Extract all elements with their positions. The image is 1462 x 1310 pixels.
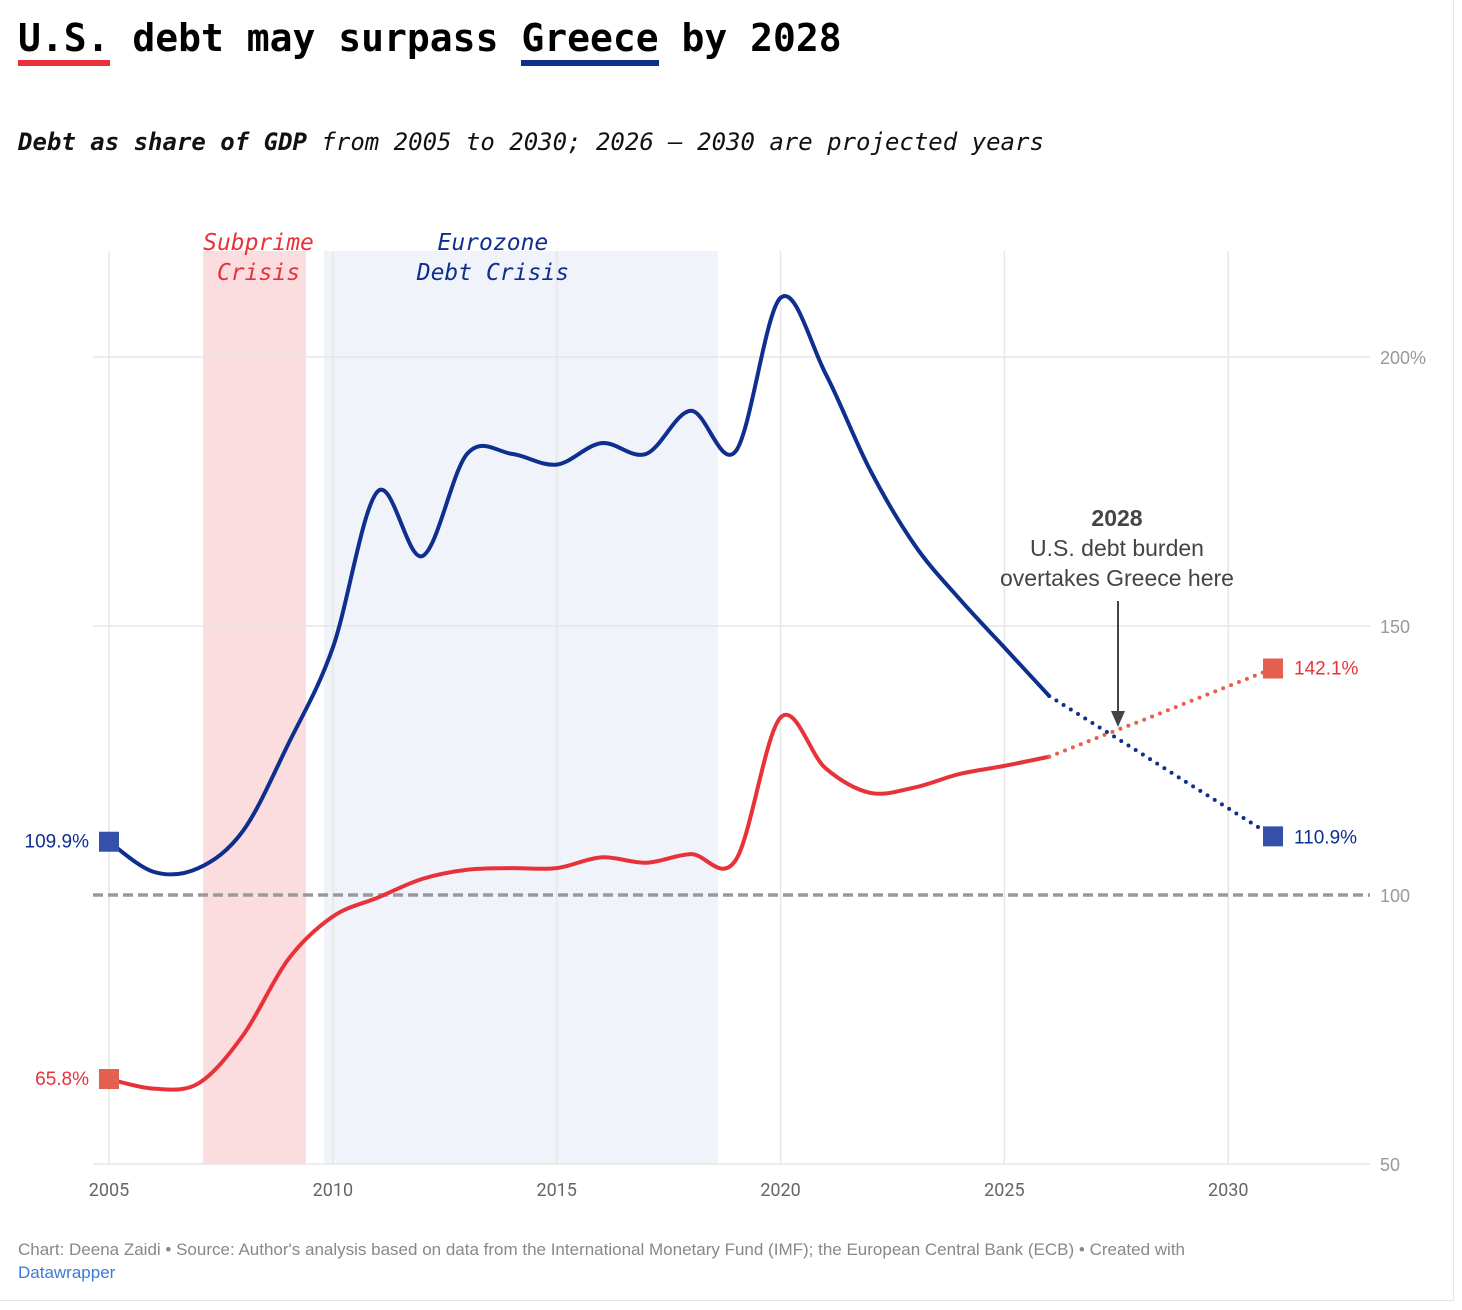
x-tick-label: 2030 <box>1208 1180 1248 1201</box>
title-post: by 2028 <box>658 16 842 60</box>
greece-end-marker <box>1263 826 1284 847</box>
annotation-heading: 2028 <box>1091 505 1142 531</box>
footer-credit: Chart: Deena Zaidi • Source: Author's an… <box>18 1240 1186 1259</box>
greece-line <box>107 293 1052 877</box>
greece-end-label: 110.9% <box>1294 827 1357 848</box>
title-us: U.S. <box>18 16 110 66</box>
chart-footer: Chart: Deena Zaidi • Source: Author's an… <box>18 1238 1418 1284</box>
datawrapper-link[interactable]: Datawrapper <box>18 1263 116 1282</box>
us-line <box>107 712 1052 1092</box>
us-end-marker <box>1263 658 1284 679</box>
band-label: Crisis <box>217 260 300 286</box>
greece-start-label: 109.9% <box>25 832 90 853</box>
x-tick-label: 2020 <box>760 1180 800 1201</box>
subtitle-rest: from 2005 to 2030; 2026 – 2030 are proje… <box>306 128 1044 156</box>
us-start-label: 65.8% <box>35 1069 89 1090</box>
us-end-marker <box>99 1068 119 1089</box>
x-tick-label: 2005 <box>89 1180 129 1201</box>
greece-end-marker <box>99 831 119 852</box>
greece-projected-line <box>1047 693 1276 839</box>
subtitle-bold: Debt as share of GDP <box>18 128 307 156</box>
x-tick-label: 2025 <box>984 1180 1024 1201</box>
band-label: Debt Crisis <box>416 260 569 286</box>
y-tick-label: 150 <box>1380 617 1410 637</box>
y-tick-label: 50 <box>1380 1155 1400 1175</box>
x-tick-label: 2015 <box>536 1180 576 1201</box>
x-tick-label: 2010 <box>313 1180 353 1201</box>
title-greece: Greece <box>521 16 659 66</box>
y-tick-label: 200% <box>1380 348 1426 368</box>
crisis-band <box>323 251 718 1164</box>
band-label: Subprime <box>203 230 314 256</box>
chart-title: U.S. debt may surpass Greece by 2028 <box>18 16 842 66</box>
band-label: Eurozone <box>437 230 548 256</box>
y-tick-label: 100 <box>1380 886 1410 906</box>
us-projected-line <box>1047 666 1276 759</box>
chart-subtitle: Debt as share of GDP from 2005 to 2030; … <box>18 128 1044 156</box>
line-chart: Subprime Crisis Eurozone Debt Crisis 2005 201… <box>25 230 1427 1201</box>
title-mid: debt may surpass <box>109 16 522 60</box>
annotation-text: U.S. debt burden <box>1030 535 1204 561</box>
arrow-down-icon <box>1111 711 1125 727</box>
us-end-label: 142.1% <box>1294 659 1359 680</box>
crisis-band <box>203 251 306 1164</box>
annotation-text: overtakes Greece here <box>1000 565 1234 591</box>
